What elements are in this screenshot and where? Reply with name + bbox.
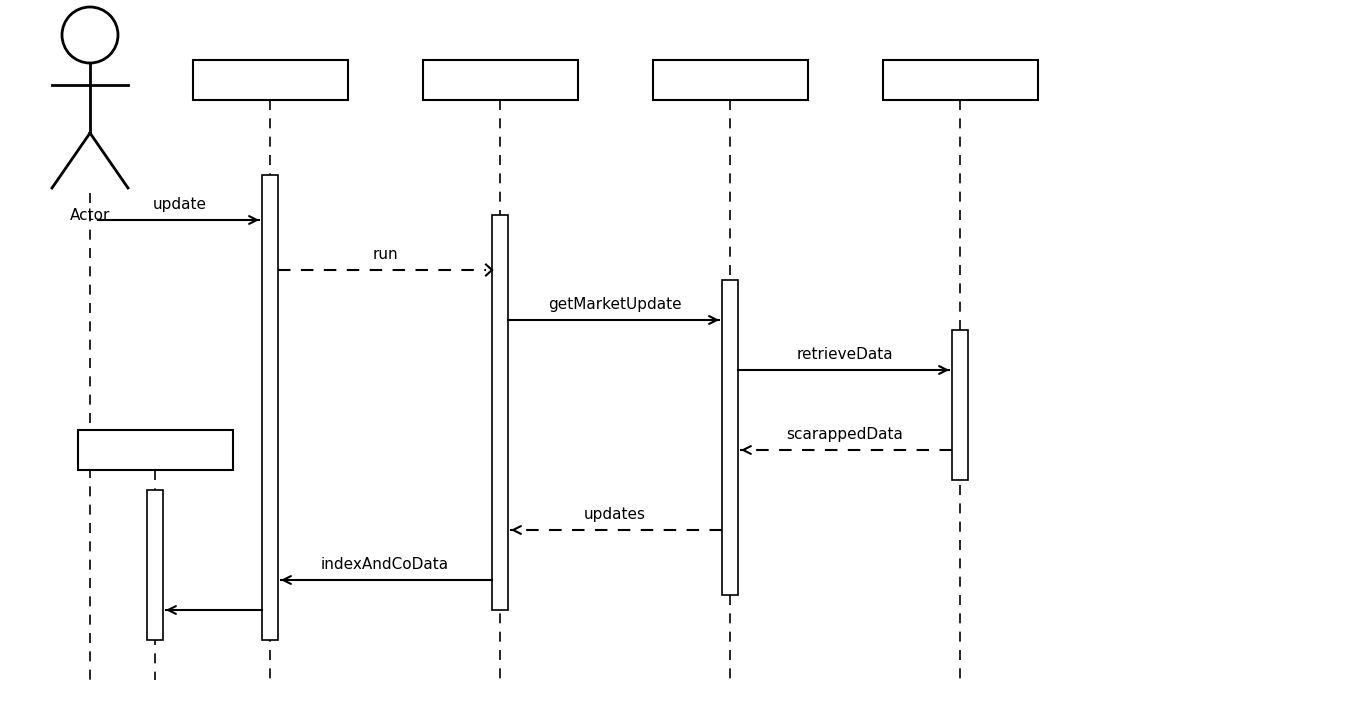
Bar bbox=[78, 430, 232, 470]
Bar bbox=[192, 60, 348, 100]
Bar bbox=[423, 60, 577, 100]
Bar bbox=[262, 175, 278, 640]
Bar bbox=[952, 330, 968, 480]
Bar bbox=[722, 280, 738, 595]
Bar bbox=[883, 60, 1038, 100]
Text: scarappedData: scarappedData bbox=[787, 427, 903, 442]
Text: Actor: Actor bbox=[70, 208, 110, 223]
Bar bbox=[652, 60, 807, 100]
Text: update: update bbox=[153, 197, 207, 212]
Text: :ModelController: :ModelController bbox=[432, 73, 567, 87]
Bar bbox=[492, 215, 507, 610]
Text: :UpdatesChecker: :UpdatesChecker bbox=[667, 73, 792, 87]
Text: :DataScrapper: :DataScrapper bbox=[906, 73, 1015, 87]
Text: indexAndCoData: indexAndCoData bbox=[321, 557, 449, 572]
Text: getMarketUpdate: getMarketUpdate bbox=[548, 297, 682, 312]
Text: :UpdatesManager: :UpdatesManager bbox=[207, 73, 333, 87]
Text: run: run bbox=[372, 247, 398, 262]
Text: retrieveData: retrieveData bbox=[797, 347, 893, 362]
Text: updates: updates bbox=[584, 507, 647, 522]
Bar bbox=[147, 490, 164, 640]
Text: :DBController: :DBController bbox=[101, 443, 210, 457]
